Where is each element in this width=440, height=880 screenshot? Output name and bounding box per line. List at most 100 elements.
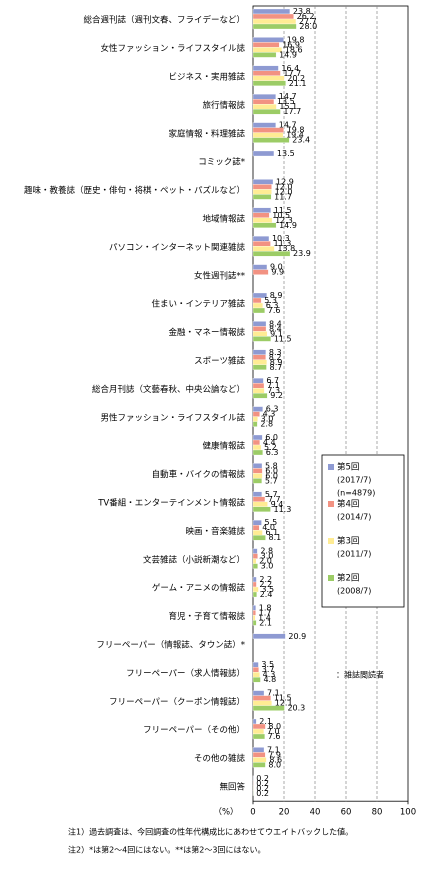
bar	[252, 548, 258, 554]
bar	[252, 194, 272, 200]
category-label: パソコン・インターネット関連雑誌	[109, 242, 246, 253]
category-label: 旅行情報誌	[202, 100, 245, 111]
value-label: 6.1	[265, 528, 278, 537]
bar	[252, 122, 276, 128]
bar	[252, 326, 267, 332]
value-label: 11.5	[274, 694, 292, 703]
value-label: 2.1	[259, 618, 272, 627]
bar	[252, 13, 294, 20]
value-label: 2.8	[260, 420, 273, 429]
value-label: 2.0	[259, 557, 272, 566]
value-label: 6.3	[266, 301, 279, 310]
bar	[252, 633, 286, 639]
bar	[252, 718, 257, 725]
category-label: 総合月刊誌（文藝春秋、中央公論など）	[92, 384, 245, 395]
value-label: 11.3	[274, 239, 292, 248]
value-label: 17.7	[283, 107, 301, 116]
bar	[252, 127, 284, 133]
category-label: 総合週刊誌（週刊文春、フライデーなど）	[83, 15, 245, 26]
value-label: 27.7	[299, 17, 317, 26]
bar	[252, 302, 263, 309]
value-label: 9.1	[270, 329, 283, 338]
bar	[252, 747, 265, 753]
value-label: 9.9	[271, 268, 284, 277]
value-label: 7.1	[267, 381, 280, 390]
bar	[252, 212, 270, 218]
value-label: 4.0	[262, 523, 275, 532]
value-label: 8.7	[269, 363, 282, 372]
bar	[252, 241, 271, 247]
category-label: 映画・音楽雑誌	[185, 526, 245, 537]
value-label: 1.4	[258, 613, 271, 622]
bar	[252, 762, 266, 768]
bar	[252, 388, 265, 394]
bar	[252, 37, 284, 43]
value-label: 7.6	[268, 732, 281, 741]
category-label: 住まい・インテリア雑誌	[151, 299, 245, 310]
value-label: 6.0	[265, 471, 278, 480]
value-label: 26.2	[297, 12, 315, 21]
value-label: 19.8	[287, 35, 305, 44]
value-label: 5.8	[265, 461, 278, 470]
value-label: 17.7	[283, 69, 301, 78]
legend-period: (2014/7)	[337, 513, 371, 522]
bar	[252, 321, 267, 327]
value-label: 23.9	[293, 249, 311, 258]
x-tick-label: 40	[310, 808, 321, 818]
plot-frame	[252, 5, 409, 802]
bar	[252, 496, 266, 502]
value-label: 3.5	[261, 585, 274, 594]
value-label: 7.1	[267, 689, 280, 698]
value-label: 7.7	[268, 495, 281, 504]
bar	[252, 80, 286, 86]
bar	[252, 23, 297, 30]
value-label: 8.0	[268, 760, 281, 769]
value-label: 5.7	[265, 490, 278, 499]
value-label: 16.4	[281, 64, 299, 73]
bar	[252, 586, 259, 593]
value-label: 8.4	[269, 319, 282, 328]
value-label: 7.0	[267, 727, 280, 736]
bar	[252, 535, 266, 541]
value-label: 0.2	[256, 784, 269, 793]
value-label: 11.7	[274, 192, 292, 201]
note: 注1）過去調査は、今回調査の性年代構成比にあわせてウエイトバックした値。	[68, 827, 353, 837]
legend-period: (2017/7)	[337, 476, 371, 485]
bar	[252, 705, 285, 711]
value-label: 5.2	[264, 443, 277, 452]
bar	[252, 383, 265, 389]
value-label: 20.3	[287, 704, 305, 713]
value-label: 8.2	[269, 353, 282, 362]
value-label: 11.3	[274, 505, 292, 514]
bar	[252, 525, 260, 531]
bar	[252, 207, 271, 213]
bar	[252, 8, 291, 15]
category-label: 金融・マネー情報誌	[168, 327, 245, 338]
bar	[252, 506, 271, 512]
bar	[252, 463, 263, 469]
value-label: 23.8	[293, 7, 311, 16]
bar	[252, 336, 271, 342]
value-label: 3.7	[262, 665, 275, 674]
category-label: 自動車・バイクの情報誌	[152, 469, 246, 480]
bar	[252, 104, 277, 110]
value-label: 3.0	[261, 562, 274, 571]
bar	[252, 236, 270, 242]
category-label: 女性週刊誌**	[194, 270, 245, 281]
bar	[252, 179, 274, 185]
bar	[252, 297, 262, 304]
bar	[252, 468, 263, 474]
legend-label: 第2回	[337, 573, 359, 584]
value-label: 13.5	[277, 149, 295, 158]
value-label: 5.5	[265, 518, 278, 527]
bar	[252, 222, 277, 228]
value-label: 2.4	[260, 590, 273, 599]
value-label: 12.3	[275, 216, 293, 225]
bar	[252, 439, 260, 446]
value-label: 2.2	[259, 575, 272, 584]
bar	[252, 109, 281, 115]
value-label: 0.2	[256, 774, 269, 783]
value-label: 13.5	[277, 97, 295, 106]
value-label: 11.5	[274, 206, 292, 215]
bar	[252, 349, 267, 355]
